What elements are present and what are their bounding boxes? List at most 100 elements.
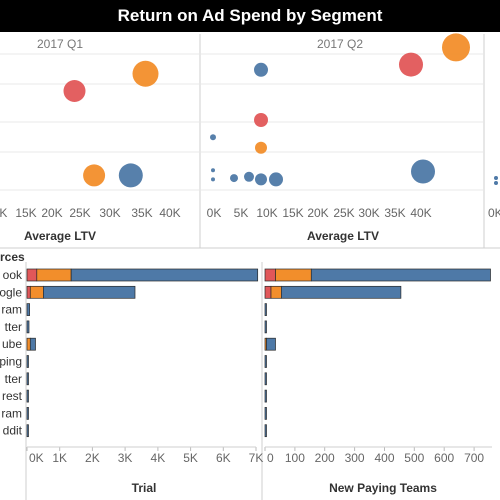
scatter-tick-q3: 0K [488,206,500,220]
bar-tick-trial: 3K [118,451,133,465]
scatter-tick-q2: 25K [333,206,354,220]
scatter-point-q1 [132,60,159,87]
bar-row-label: tter [5,320,22,334]
scatter-tick-q2: 30K [358,206,379,220]
bar-segment-paying [264,268,276,282]
scatter-tick-q1: 25K [69,206,90,220]
chart-layer: 0K 15K 20K 25K 30K 35K 40K 0K 5K 10K 15K 20K 25K 30K 3… [0,33,500,500]
scatter-tick-q2: 15K [282,206,303,220]
scatter-point-q1 [83,164,106,187]
bar-row-label: ping [0,355,22,369]
bar-segment-trial [29,285,44,299]
scatter-tick-q1: 20K [41,206,62,220]
scatter-q1-axis-title: Average LTV [24,229,96,243]
scatter-tick-q2: 0K [207,206,222,220]
scatter-point-q2 [230,174,238,183]
scatter-point-q2 [254,113,268,127]
bar-segment-trial [36,268,72,282]
scatter-tick-q1: 40K [159,206,180,220]
scatter-point-q2 [255,141,267,154]
panel-header-q1: 2017 Q1 [37,37,83,51]
bar-tick-paying: 700 [464,451,484,465]
bar-row-label: tter [5,372,22,386]
bar-segment-trial [26,407,29,420]
trial-axis-title: Trial [132,481,157,495]
bar-segment-paying [281,285,402,299]
bar-segment-trial [26,303,30,316]
bar-segment-paying [264,389,267,403]
scatter-tick-q2: 40K [410,206,431,220]
bar-tick-trial: 5K [183,451,198,465]
scatter-point-q3 [494,176,498,180]
bar-row-header: rces [0,250,25,264]
panel-header-q2: 2017 Q2 [317,37,363,51]
bar-segment-trial [26,389,29,403]
scatter-tick-q2: 5K [234,206,249,220]
bar-segment-paying [266,337,276,351]
bar-row-label: rest [2,389,23,403]
scatter-point-q2 [255,173,267,186]
bar-segment-paying [310,268,491,282]
bar-segment-trial [26,320,30,334]
bar-segment-paying [264,303,267,316]
bar-segment-paying [270,285,282,299]
bar-segment-paying [264,285,272,299]
bar-row-label: ube [2,337,22,351]
bar-segment-trial [29,337,36,351]
bar-tick-trial: 1K [52,451,67,465]
scatter-point-q2 [411,159,435,184]
scatter-tick-q1: 30K [99,206,120,220]
scatter-tick-q1: 35K [131,206,152,220]
dashboard-title: Return on Ad Spend by Segment [117,6,383,25]
bar-segment-trial [26,337,31,351]
bar-tick-trial: 7K [249,451,264,465]
bar-row-label: ogle [0,285,22,299]
bar-segment-trial [70,268,259,282]
bar-segment-paying [264,424,267,438]
bar-row-label: ddit [3,424,23,438]
bar-tick-trial: 0K [29,451,44,465]
scatter-tick-q2: 10K [256,206,277,220]
bar-segment-paying [275,268,312,282]
bar-tick-paying: 300 [345,451,365,465]
bar-tick-trial: 4K [151,451,166,465]
bar-tick-paying: 0 [267,451,274,465]
bar-segment-trial [26,285,31,299]
scatter-point-q1 [118,163,143,188]
scatter-tick-q2: 35K [384,206,405,220]
scatter-point-q2 [399,52,423,77]
bar-segment-paying [264,355,267,368]
scatter-q2-axis-title: Average LTV [307,229,379,243]
bar-tick-paying: 500 [404,451,424,465]
bar-segment-paying [264,320,267,334]
scatter-tick-q1: 15K [15,206,36,220]
scatter-tick-q2: 20K [307,206,328,220]
dashboard-title-bar: Return on Ad Spend by Segment [0,0,500,32]
scatter-tick-q1: 0K [0,206,7,220]
bar-segment-trial [43,285,136,299]
scatter-point-q2 [269,172,283,187]
scatter-point-q2 [442,33,470,62]
scatter-point-q2 [211,177,215,182]
bar-row-label: ram [1,303,22,317]
bar-segment-trial [26,268,38,282]
paying-axis-title: New Paying Teams [329,481,437,495]
bar-segment-trial [26,372,29,386]
bar-tick-paying: 200 [315,451,335,465]
bar-segment-trial [26,424,29,438]
bar-segment-trial [26,355,29,368]
bar-tick-paying: 100 [285,451,305,465]
bar-tick-trial: 6K [216,451,231,465]
scatter-point-q2 [210,134,216,141]
scatter-point-q3 [494,181,498,185]
bar-tick-paying: 400 [374,451,394,465]
scatter-point-q2 [254,62,268,77]
scatter-point-q1 [63,80,86,102]
bar-segment-paying [264,407,267,420]
scatter-point-q2 [244,171,254,182]
bar-row-label: ram [1,406,22,420]
bar-tick-trial: 2K [85,451,100,465]
bar-segment-paying [264,372,267,386]
bar-row-label: ook [3,268,23,282]
